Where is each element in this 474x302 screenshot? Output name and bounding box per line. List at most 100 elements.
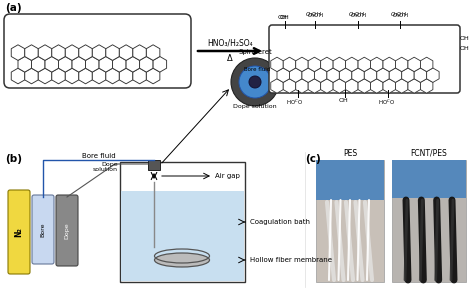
Polygon shape [106, 68, 119, 84]
Polygon shape [153, 56, 166, 72]
Polygon shape [146, 45, 160, 60]
Polygon shape [333, 79, 346, 93]
Polygon shape [383, 57, 395, 72]
Polygon shape [389, 68, 401, 82]
Polygon shape [296, 79, 308, 93]
Polygon shape [408, 79, 420, 93]
Polygon shape [112, 56, 126, 72]
Polygon shape [358, 79, 371, 93]
FancyBboxPatch shape [8, 190, 30, 274]
Text: Dope solution: Dope solution [233, 104, 277, 109]
Polygon shape [271, 57, 283, 72]
Polygon shape [414, 68, 427, 82]
Polygon shape [79, 45, 92, 60]
Text: (b): (b) [5, 154, 22, 164]
Polygon shape [371, 79, 383, 93]
Polygon shape [146, 68, 160, 84]
Text: OH: OH [339, 98, 349, 103]
Polygon shape [85, 56, 99, 72]
Text: OH: OH [278, 15, 288, 20]
FancyBboxPatch shape [269, 25, 460, 93]
Circle shape [231, 58, 279, 106]
Polygon shape [420, 57, 433, 72]
Text: Dope: Dope [64, 222, 70, 239]
Polygon shape [52, 45, 65, 60]
Polygon shape [92, 45, 106, 60]
Text: HO$^C$O: HO$^C$O [286, 98, 304, 107]
Text: HO$^C$O: HO$^C$O [378, 98, 396, 107]
Polygon shape [79, 68, 92, 84]
Polygon shape [283, 57, 296, 72]
Text: FCNT/PES: FCNT/PES [410, 149, 447, 158]
Polygon shape [52, 68, 65, 84]
Polygon shape [395, 79, 408, 93]
Polygon shape [45, 56, 58, 72]
Polygon shape [119, 45, 133, 60]
Text: PES: PES [343, 149, 357, 158]
FancyBboxPatch shape [56, 195, 78, 266]
Polygon shape [38, 45, 52, 60]
Text: $O_3$OH: $O_3$OH [390, 10, 406, 19]
Circle shape [249, 76, 261, 88]
Text: OH: OH [280, 15, 290, 20]
Text: $O_3$OH: $O_3$OH [307, 11, 323, 20]
Polygon shape [346, 57, 358, 72]
Polygon shape [383, 79, 395, 93]
Text: (a): (a) [5, 3, 22, 13]
Bar [316, 160, 384, 282]
Polygon shape [25, 45, 38, 60]
Circle shape [239, 66, 271, 98]
Text: $O_3$OH: $O_3$OH [347, 10, 365, 19]
Polygon shape [133, 45, 146, 60]
Text: Dope
solution: Dope solution [93, 162, 118, 172]
Polygon shape [420, 79, 433, 93]
Bar [148, 160, 160, 170]
Polygon shape [133, 68, 146, 84]
Polygon shape [346, 79, 358, 93]
FancyBboxPatch shape [4, 14, 191, 88]
Bar [392, 160, 466, 282]
Text: Bore fluid: Bore fluid [82, 153, 115, 159]
Polygon shape [358, 57, 371, 72]
Polygon shape [31, 56, 45, 72]
Text: Spinneret: Spinneret [238, 49, 272, 55]
Text: Δ: Δ [227, 54, 233, 63]
Bar [121, 191, 244, 281]
Polygon shape [271, 79, 283, 93]
Polygon shape [290, 68, 302, 82]
Polygon shape [371, 57, 383, 72]
Text: OH: OH [460, 36, 470, 40]
Polygon shape [320, 57, 333, 72]
Ellipse shape [155, 253, 210, 267]
Polygon shape [65, 68, 79, 84]
Text: $O_3$OH: $O_3$OH [392, 11, 409, 20]
Text: Bore fluid: Bore fluid [244, 67, 270, 72]
Text: Air gap: Air gap [215, 173, 240, 179]
Text: N₂: N₂ [15, 227, 24, 237]
Polygon shape [302, 68, 314, 82]
Polygon shape [320, 79, 333, 93]
Polygon shape [126, 56, 139, 72]
Polygon shape [25, 68, 38, 84]
Polygon shape [139, 56, 153, 72]
Polygon shape [99, 56, 112, 72]
Polygon shape [277, 68, 290, 82]
Polygon shape [327, 68, 339, 82]
Polygon shape [92, 68, 106, 84]
Text: HNO₃/H₂SO₄: HNO₃/H₂SO₄ [207, 39, 253, 48]
Polygon shape [72, 56, 85, 72]
Polygon shape [296, 57, 308, 72]
Polygon shape [65, 45, 79, 60]
Polygon shape [352, 68, 365, 82]
Polygon shape [395, 57, 408, 72]
Polygon shape [11, 68, 25, 84]
Text: $O_3$OH: $O_3$OH [305, 10, 321, 19]
Bar [120, 162, 245, 282]
Polygon shape [283, 79, 296, 93]
Text: OH: OH [460, 46, 470, 50]
Polygon shape [58, 56, 72, 72]
Text: Coagulation bath: Coagulation bath [250, 219, 310, 225]
Polygon shape [401, 68, 414, 82]
Polygon shape [308, 57, 320, 72]
Polygon shape [408, 57, 420, 72]
